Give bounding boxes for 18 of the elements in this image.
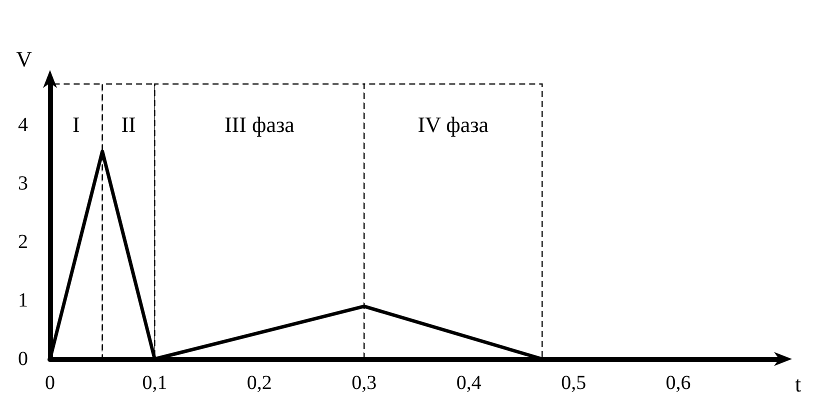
y-tick-label: 3 (18, 172, 28, 194)
band-label: II (121, 112, 136, 137)
x-tick-label: 0,4 (456, 372, 482, 394)
y-tick-label: 0 (18, 348, 28, 370)
y-tick-label: 1 (18, 289, 28, 312)
band-label: III фаза (224, 112, 295, 137)
y-axis-title: V (16, 46, 32, 72)
x-tick-label: 0,5 (561, 372, 586, 394)
band-label: I (72, 112, 80, 137)
x-tick-label: 0,6 (666, 372, 691, 394)
y-tick-label: 2 (18, 230, 28, 253)
band-label: IV фаза (418, 112, 489, 137)
y-tick-label: 4 (18, 114, 28, 136)
x-tick-label: 0,3 (352, 372, 377, 394)
x-axis-title: t (795, 372, 802, 396)
x-tick-label: 0,2 (246, 372, 272, 394)
x-tick-label: 0 (45, 372, 55, 394)
x-tick-label: 0,1 (142, 372, 168, 394)
